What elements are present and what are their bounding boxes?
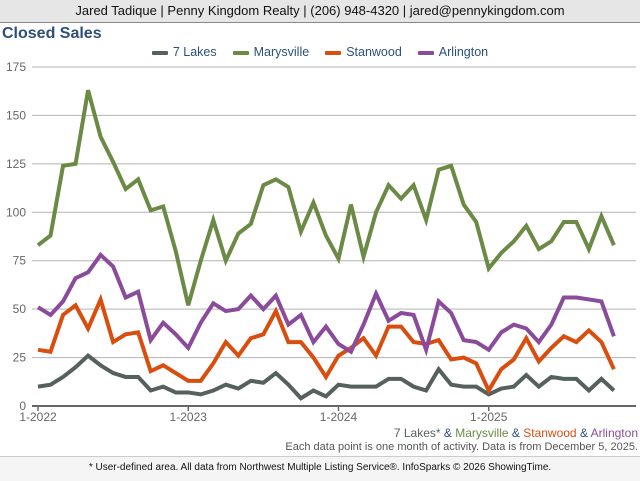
legend-item[interactable]: Arlington xyxy=(417,45,489,59)
series-line-stanwood xyxy=(37,293,616,395)
footer-text: * User-defined area. All data from North… xyxy=(88,462,552,473)
x-tick-label: 1-2025 xyxy=(470,410,508,424)
area-list: 7 Lakes* & Marysville & Stanwood & Arlin… xyxy=(394,426,638,440)
legend-swatch xyxy=(417,50,434,55)
area-name: 7 Lakes* xyxy=(393,426,441,440)
area-name: Stanwood xyxy=(523,426,577,440)
series-line-marysville xyxy=(36,89,616,306)
x-tick-label: 1-2022 xyxy=(19,410,57,424)
legend-swatch xyxy=(325,50,342,55)
legend-item[interactable]: 7 Lakes xyxy=(151,45,217,59)
x-tick-label: 1-2024 xyxy=(320,410,358,424)
x-tick-label: 1-2023 xyxy=(170,410,208,424)
area-separator: & xyxy=(576,426,591,440)
y-tick-label: 175 xyxy=(6,60,26,74)
legend-swatch xyxy=(151,50,168,55)
data-note: Each data point is one month of activity… xyxy=(285,441,638,453)
y-tick-label: 0 xyxy=(19,399,26,413)
legend-label: Stanwood xyxy=(346,45,402,59)
contact-bar: Jared Tadique | Penny Kingdom Realty | (… xyxy=(0,0,640,23)
y-tick-label: 75 xyxy=(13,254,27,268)
y-tick-label: 50 xyxy=(13,302,27,316)
area-name: Arlington xyxy=(590,426,638,440)
y-tick-label: 150 xyxy=(6,108,26,122)
area-name: Marysville xyxy=(455,426,509,440)
legend-item[interactable]: Marysville xyxy=(232,45,310,59)
contact-text: Jared Tadique | Penny Kingdom Realty | (… xyxy=(75,3,565,18)
y-tick-label: 125 xyxy=(6,157,26,171)
series-line-arlington xyxy=(36,251,616,357)
legend-swatch xyxy=(232,50,249,55)
chart-title: Closed Sales xyxy=(2,25,102,42)
legend: 7 Lakes Marysville Stanwood Arlington xyxy=(0,45,640,59)
area-separator: & xyxy=(508,426,524,440)
legend-label: Marysville xyxy=(253,45,310,59)
legend-label: 7 Lakes xyxy=(172,45,217,59)
legend-label: Arlington xyxy=(438,45,489,59)
footer: * User-defined area. All data from North… xyxy=(0,456,640,481)
y-tick-label: 25 xyxy=(13,351,27,365)
line-chart: 0 25 50 75 100 125 150 175 1-2022 1-2023 1-2024 1-2… xyxy=(6,60,636,424)
y-tick-label: 100 xyxy=(6,205,26,219)
legend-item[interactable]: Stanwood xyxy=(325,45,402,59)
area-separator: & xyxy=(440,426,456,440)
series-line-7-lakes xyxy=(37,353,616,401)
